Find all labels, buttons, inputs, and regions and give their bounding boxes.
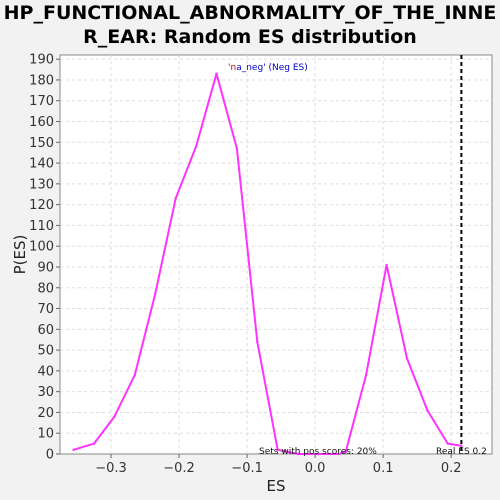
top-annotation: 'na_neg' (Neg ES) xyxy=(228,63,308,73)
y-axis-title: P(ES) xyxy=(11,235,29,275)
y-tick-label: 20 xyxy=(37,406,54,421)
chart-title-line-2: R_EAR: Random ES distribution xyxy=(83,26,417,48)
data-point xyxy=(344,450,347,454)
y-tick-label: 0 xyxy=(46,448,54,463)
data-point xyxy=(133,373,137,377)
real-es-label: Real ES 0.2 xyxy=(436,447,487,457)
y-tick-label: 60 xyxy=(37,323,54,338)
axes: 0 10 20 30 40 50 60 70 80 90 100 110 120 130 140 150 160… xyxy=(29,53,461,476)
data-point xyxy=(364,373,368,377)
data-point xyxy=(154,292,157,296)
data-point xyxy=(405,357,409,360)
y-tick-label: 30 xyxy=(37,385,54,400)
y-tick-label: 130 xyxy=(29,177,54,192)
y-tick-label: 110 xyxy=(29,219,54,234)
y-tick-label: 100 xyxy=(29,240,54,255)
y-tick-label: 80 xyxy=(37,281,54,296)
chart-title: HP_FUNCTIONAL_ABNORMALITY_OF_THE_INNE R_… xyxy=(0,1,500,49)
y-tick-label: 40 xyxy=(37,364,54,379)
data-point xyxy=(446,442,449,445)
data-point xyxy=(215,72,218,75)
x-tick-label: −0.1 xyxy=(231,461,263,476)
grid xyxy=(60,55,492,454)
data-point xyxy=(256,340,259,343)
data-point xyxy=(194,145,198,148)
top-annotation-suffix: ' (Neg ES) xyxy=(263,63,308,73)
x-tick-label: 0.1 xyxy=(373,461,394,476)
data-point xyxy=(72,448,75,452)
y-tick-label: 120 xyxy=(29,198,54,213)
chart-title-line-1: HP_FUNCTIONAL_ABNORMALITY_OF_THE_INNE xyxy=(3,2,497,24)
y-tick-label: 10 xyxy=(37,427,54,442)
top-annotation-prefix: 'n xyxy=(228,63,236,73)
x-tick-label: 0.0 xyxy=(305,461,326,476)
y-tick-label: 140 xyxy=(29,157,54,172)
data-point xyxy=(235,147,239,150)
data-point xyxy=(276,448,279,452)
y-tick-label: 50 xyxy=(37,344,54,359)
x-tick-label: −0.3 xyxy=(95,461,127,476)
data-point xyxy=(174,197,177,200)
x-tick-label: 0.2 xyxy=(441,461,462,476)
y-tick-label: 90 xyxy=(37,260,54,275)
data-point xyxy=(385,263,388,267)
y-tick-label: 170 xyxy=(29,94,54,109)
x-tick-label: −0.2 xyxy=(163,461,195,476)
y-tick-label: 160 xyxy=(29,115,54,130)
data-point xyxy=(113,415,116,418)
y-tick-label: 190 xyxy=(29,53,54,68)
data-point xyxy=(296,452,300,456)
y-tick-label: 70 xyxy=(37,302,54,317)
pos-scores-annotation: Sets with pos scores: 20% xyxy=(259,447,377,457)
data-point xyxy=(337,452,341,456)
data-point xyxy=(317,452,320,456)
data-point xyxy=(460,444,463,447)
data-point xyxy=(426,409,429,412)
data-point xyxy=(92,442,96,445)
y-tick-label: 180 xyxy=(29,73,54,88)
series-layer xyxy=(72,72,463,456)
y-tick-label: 150 xyxy=(29,136,54,151)
x-axis-title: ES xyxy=(267,477,286,495)
top-annotation-mid: a_neg xyxy=(236,63,263,73)
